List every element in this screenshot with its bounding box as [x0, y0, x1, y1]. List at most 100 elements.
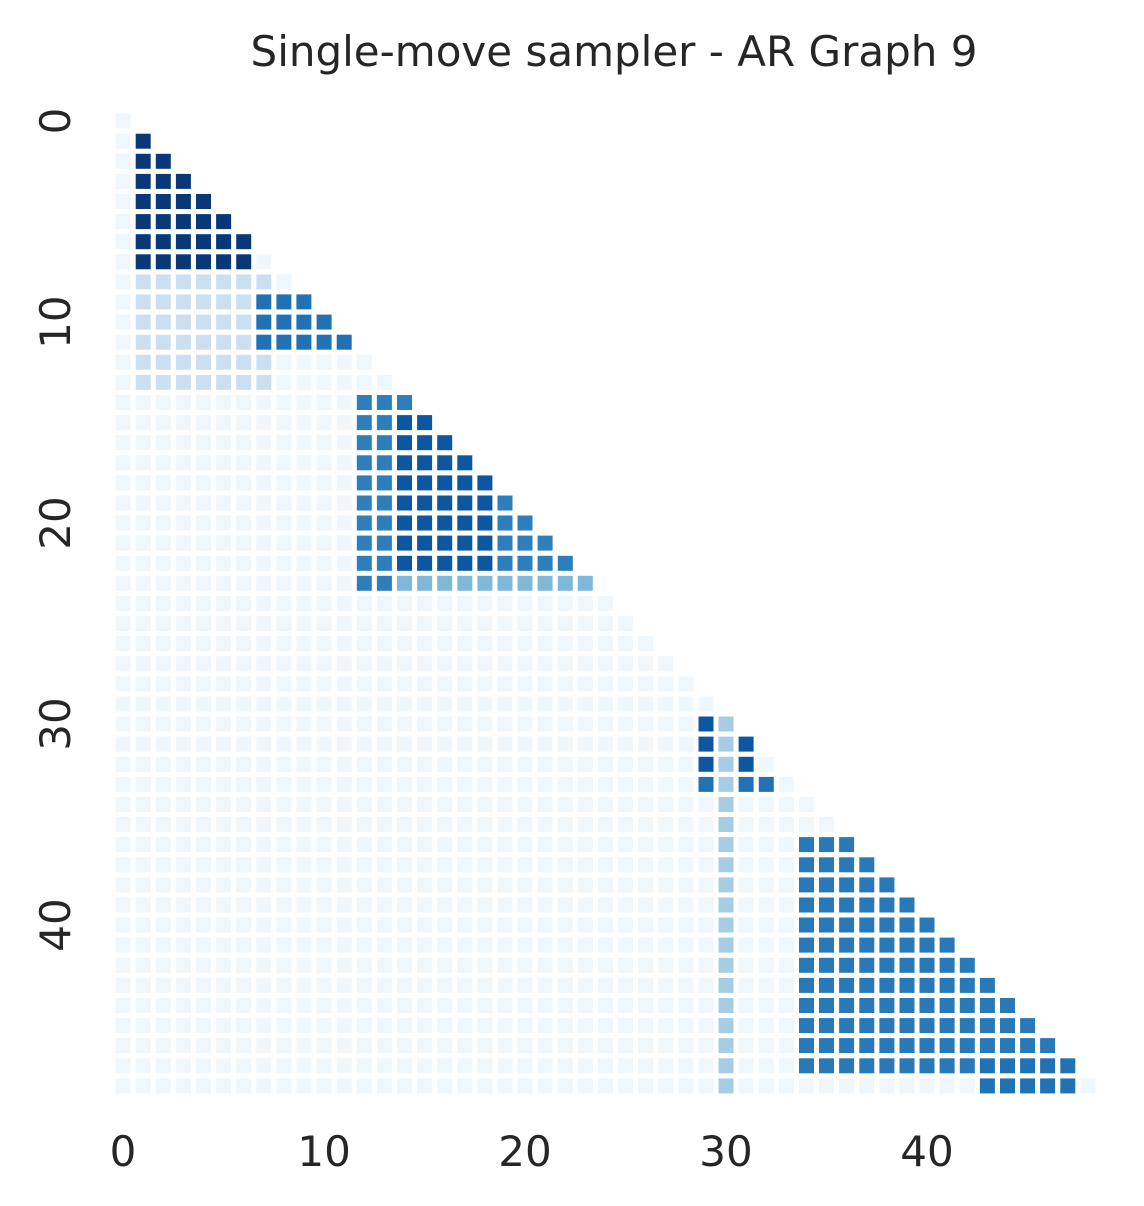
heatmap-cell-30-27 — [658, 716, 674, 732]
heatmap-cell-23-17 — [457, 575, 473, 591]
heatmap-cell-33-23 — [577, 776, 593, 792]
heatmap-cell-38-4 — [196, 877, 211, 893]
heatmap-cell-27-8 — [276, 656, 292, 672]
heatmap-cell-33-15 — [417, 776, 433, 792]
heatmap-cell-26-12 — [356, 636, 372, 652]
heatmap-cell-37-6 — [236, 857, 252, 873]
heatmap-cell-21-6 — [236, 535, 252, 551]
heatmap-cell-27-20 — [517, 656, 533, 672]
heatmap-cell-45-43 — [979, 1018, 995, 1034]
heatmap-cell-25-25 — [618, 616, 633, 631]
heatmap-cell-45-22 — [557, 1018, 573, 1034]
heatmap-cell-47-29 — [698, 1058, 714, 1074]
heatmap-cell-16-1 — [135, 435, 151, 451]
heatmap-cell-33-24 — [598, 776, 613, 792]
heatmap-cell-47-35 — [819, 1058, 834, 1074]
heatmap-cell-7-7 — [256, 254, 272, 270]
heatmap-cell-29-23 — [577, 696, 593, 712]
heatmap-cell-47-47 — [1060, 1058, 1076, 1074]
heatmap-cell-22-5 — [216, 555, 232, 571]
heatmap-cell-35-17 — [457, 817, 473, 832]
heatmap-cell-42-10 — [316, 957, 332, 973]
heatmap-cell-31-18 — [477, 736, 493, 752]
heatmap-cell-22-4 — [196, 555, 211, 571]
heatmap-cell-41-23 — [577, 937, 593, 953]
heatmap-cell-33-7 — [256, 776, 272, 792]
heatmap-cell-4-2 — [155, 194, 171, 209]
heatmap-cell-48-43 — [979, 1078, 995, 1094]
heatmap-cell-21-5 — [216, 535, 232, 551]
heatmap-cell-47-0 — [115, 1058, 131, 1074]
heatmap-cell-27-27 — [658, 656, 674, 672]
heatmap-cell-30-18 — [477, 716, 493, 732]
heatmap-cell-39-17 — [457, 897, 473, 913]
heatmap-cell-22-16 — [437, 555, 453, 571]
heatmap-cell-22-8 — [276, 555, 292, 571]
heatmap-cell-46-0 — [115, 1038, 131, 1054]
heatmap-cell-29-9 — [296, 696, 312, 712]
heatmap-cell-39-39 — [899, 897, 915, 913]
heatmap-cell-16-9 — [296, 435, 312, 451]
heatmap-cell-38-12 — [356, 877, 372, 893]
heatmap-cell-12-6 — [236, 354, 252, 370]
heatmap-cell-44-29 — [698, 998, 714, 1013]
heatmap-cell-23-15 — [417, 575, 433, 591]
heatmap-cell-42-41 — [939, 957, 955, 973]
heatmap-cell-40-12 — [356, 917, 372, 933]
heatmap-cell-7-2 — [155, 254, 171, 270]
heatmap-cell-30-12 — [356, 716, 372, 732]
heatmap-cell-30-20 — [517, 716, 533, 732]
heatmap-cell-44-20 — [517, 998, 533, 1013]
heatmap-cell-26-8 — [276, 636, 292, 652]
heatmap-cell-38-37 — [859, 877, 875, 893]
heatmap-cell-34-3 — [175, 797, 191, 812]
heatmap-cell-45-32 — [758, 1018, 774, 1034]
heatmap-cell-24-11 — [336, 596, 352, 611]
heatmap-cell-48-14 — [397, 1078, 412, 1094]
heatmap-cell-41-1 — [135, 937, 151, 953]
heatmap-cell-15-6 — [236, 415, 252, 431]
heatmap-cell-20-18 — [477, 515, 493, 531]
heatmap-cell-46-15 — [417, 1038, 433, 1054]
heatmap-cell-46-7 — [256, 1038, 272, 1054]
heatmap-cell-39-21 — [537, 897, 553, 913]
heatmap-cell-42-29 — [698, 957, 714, 973]
heatmap-cell-35-28 — [678, 817, 694, 832]
heatmap-cell-48-40 — [919, 1078, 935, 1094]
heatmap-cell-48-22 — [557, 1078, 573, 1094]
heatmap-cell-40-19 — [497, 917, 513, 933]
heatmap-cell-20-10 — [316, 515, 332, 531]
heatmap-cell-48-33 — [778, 1078, 794, 1094]
heatmap-cell-40-4 — [196, 917, 211, 933]
heatmap-cell-46-41 — [939, 1038, 955, 1054]
heatmap-cell-25-16 — [437, 616, 453, 631]
heatmap-cell-27-0 — [115, 656, 131, 672]
heatmap-cell-45-13 — [376, 1018, 392, 1034]
heatmap-cell-47-15 — [417, 1058, 433, 1074]
heatmap-cell-17-12 — [356, 455, 372, 471]
heatmap-cell-45-18 — [477, 1018, 493, 1034]
heatmap-cell-25-11 — [336, 616, 352, 631]
heatmap-cell-48-8 — [276, 1078, 292, 1094]
heatmap-cell-44-12 — [356, 998, 372, 1013]
heatmap-cell-27-24 — [598, 656, 613, 672]
heatmap-cell-7-3 — [175, 254, 191, 270]
heatmap-cell-47-28 — [678, 1058, 694, 1074]
heatmap-cell-46-5 — [216, 1038, 232, 1054]
heatmap-cell-22-19 — [497, 555, 513, 571]
heatmap-cell-37-15 — [417, 857, 433, 873]
heatmap-cell-6-2 — [155, 234, 171, 250]
heatmap-cell-35-5 — [216, 817, 232, 832]
heatmap-cell-44-19 — [497, 998, 513, 1013]
heatmap-cell-45-4 — [196, 1018, 211, 1034]
heatmap-cell-40-0 — [115, 917, 131, 933]
heatmap-cell-34-12 — [356, 797, 372, 812]
heatmap-cell-26-10 — [316, 636, 332, 652]
heatmap-cell-40-20 — [517, 917, 533, 933]
heatmap-cell-46-9 — [296, 1038, 312, 1054]
heatmap-cell-28-7 — [256, 676, 272, 692]
heatmap-cell-6-4 — [196, 234, 211, 250]
heatmap-cell-27-26 — [638, 656, 654, 672]
heatmap-cell-12-5 — [216, 354, 232, 370]
heatmap-cell-27-25 — [618, 656, 633, 672]
